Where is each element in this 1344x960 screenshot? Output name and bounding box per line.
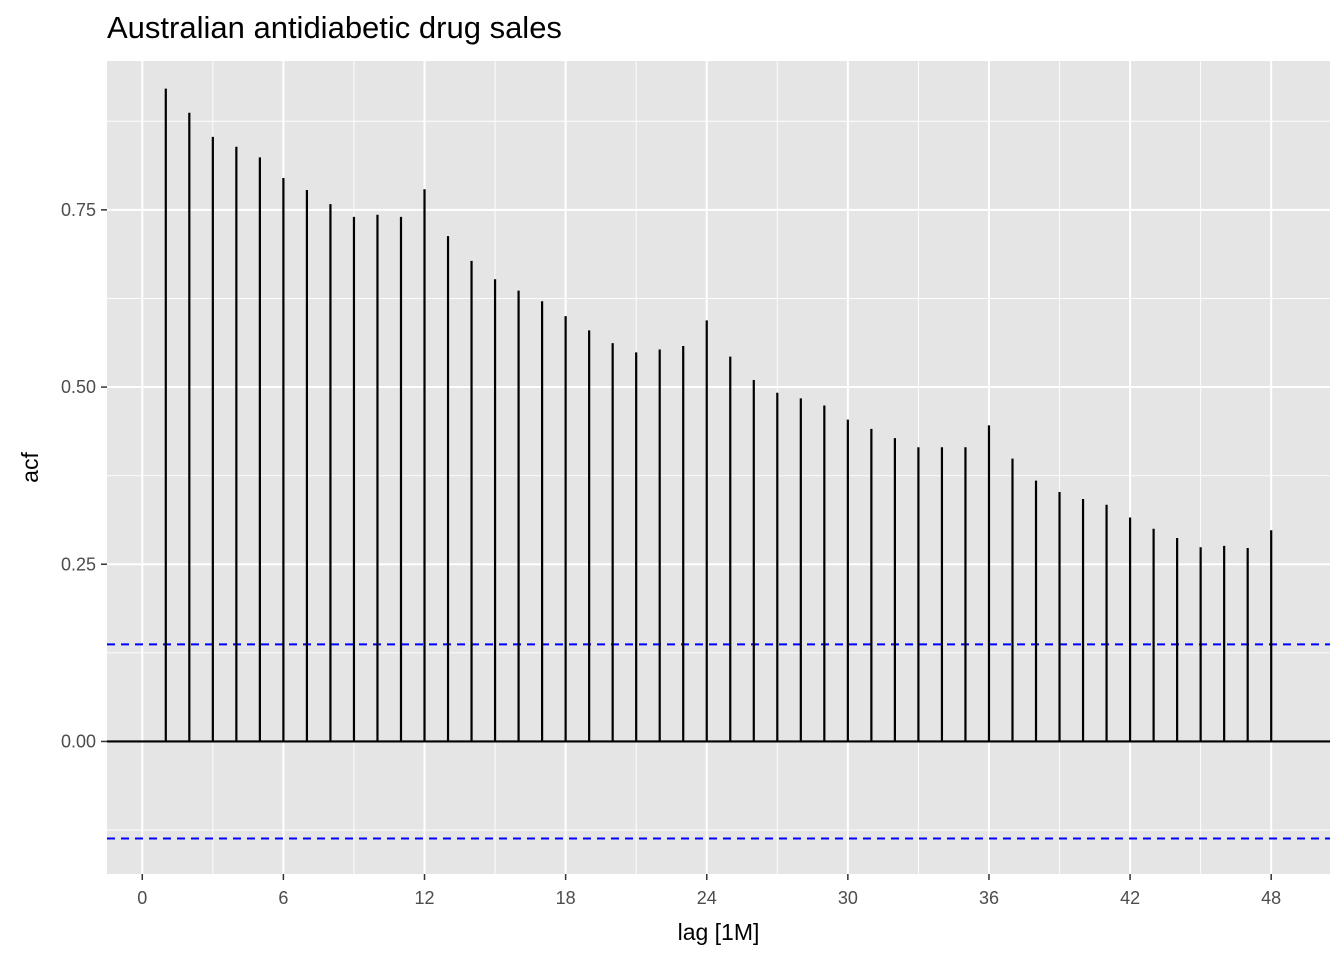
x-tick-label: 48 (1261, 888, 1281, 908)
y-tick-label: 0.25 (61, 554, 96, 574)
acf-bars (107, 88, 1330, 743)
x-tick-label: 24 (697, 888, 717, 908)
panel-background (107, 61, 1330, 874)
x-tick-label: 12 (414, 888, 434, 908)
y-axis-title: acf (17, 452, 43, 483)
y-tick-label: 0.00 (61, 731, 96, 751)
plot-panel (107, 61, 1330, 874)
x-tick-label: 18 (556, 888, 576, 908)
x-tick-label: 30 (838, 888, 858, 908)
y-tick-label: 0.50 (61, 377, 96, 397)
x-tick-label: 0 (137, 888, 147, 908)
chart-title: Australian antidiabetic drug sales (107, 10, 562, 45)
x-axis-title: lag [1M] (678, 919, 760, 945)
axes: 0 6 12 18 24 30 36 42 48 0.00 0.25 0.50 0.75 (61, 200, 1281, 908)
y-tick-label: 0.75 (61, 200, 96, 220)
x-tick-label: 36 (979, 888, 999, 908)
x-tick-label: 42 (1120, 888, 1140, 908)
x-tick-label: 6 (278, 888, 288, 908)
confidence-lines (107, 643, 1330, 840)
